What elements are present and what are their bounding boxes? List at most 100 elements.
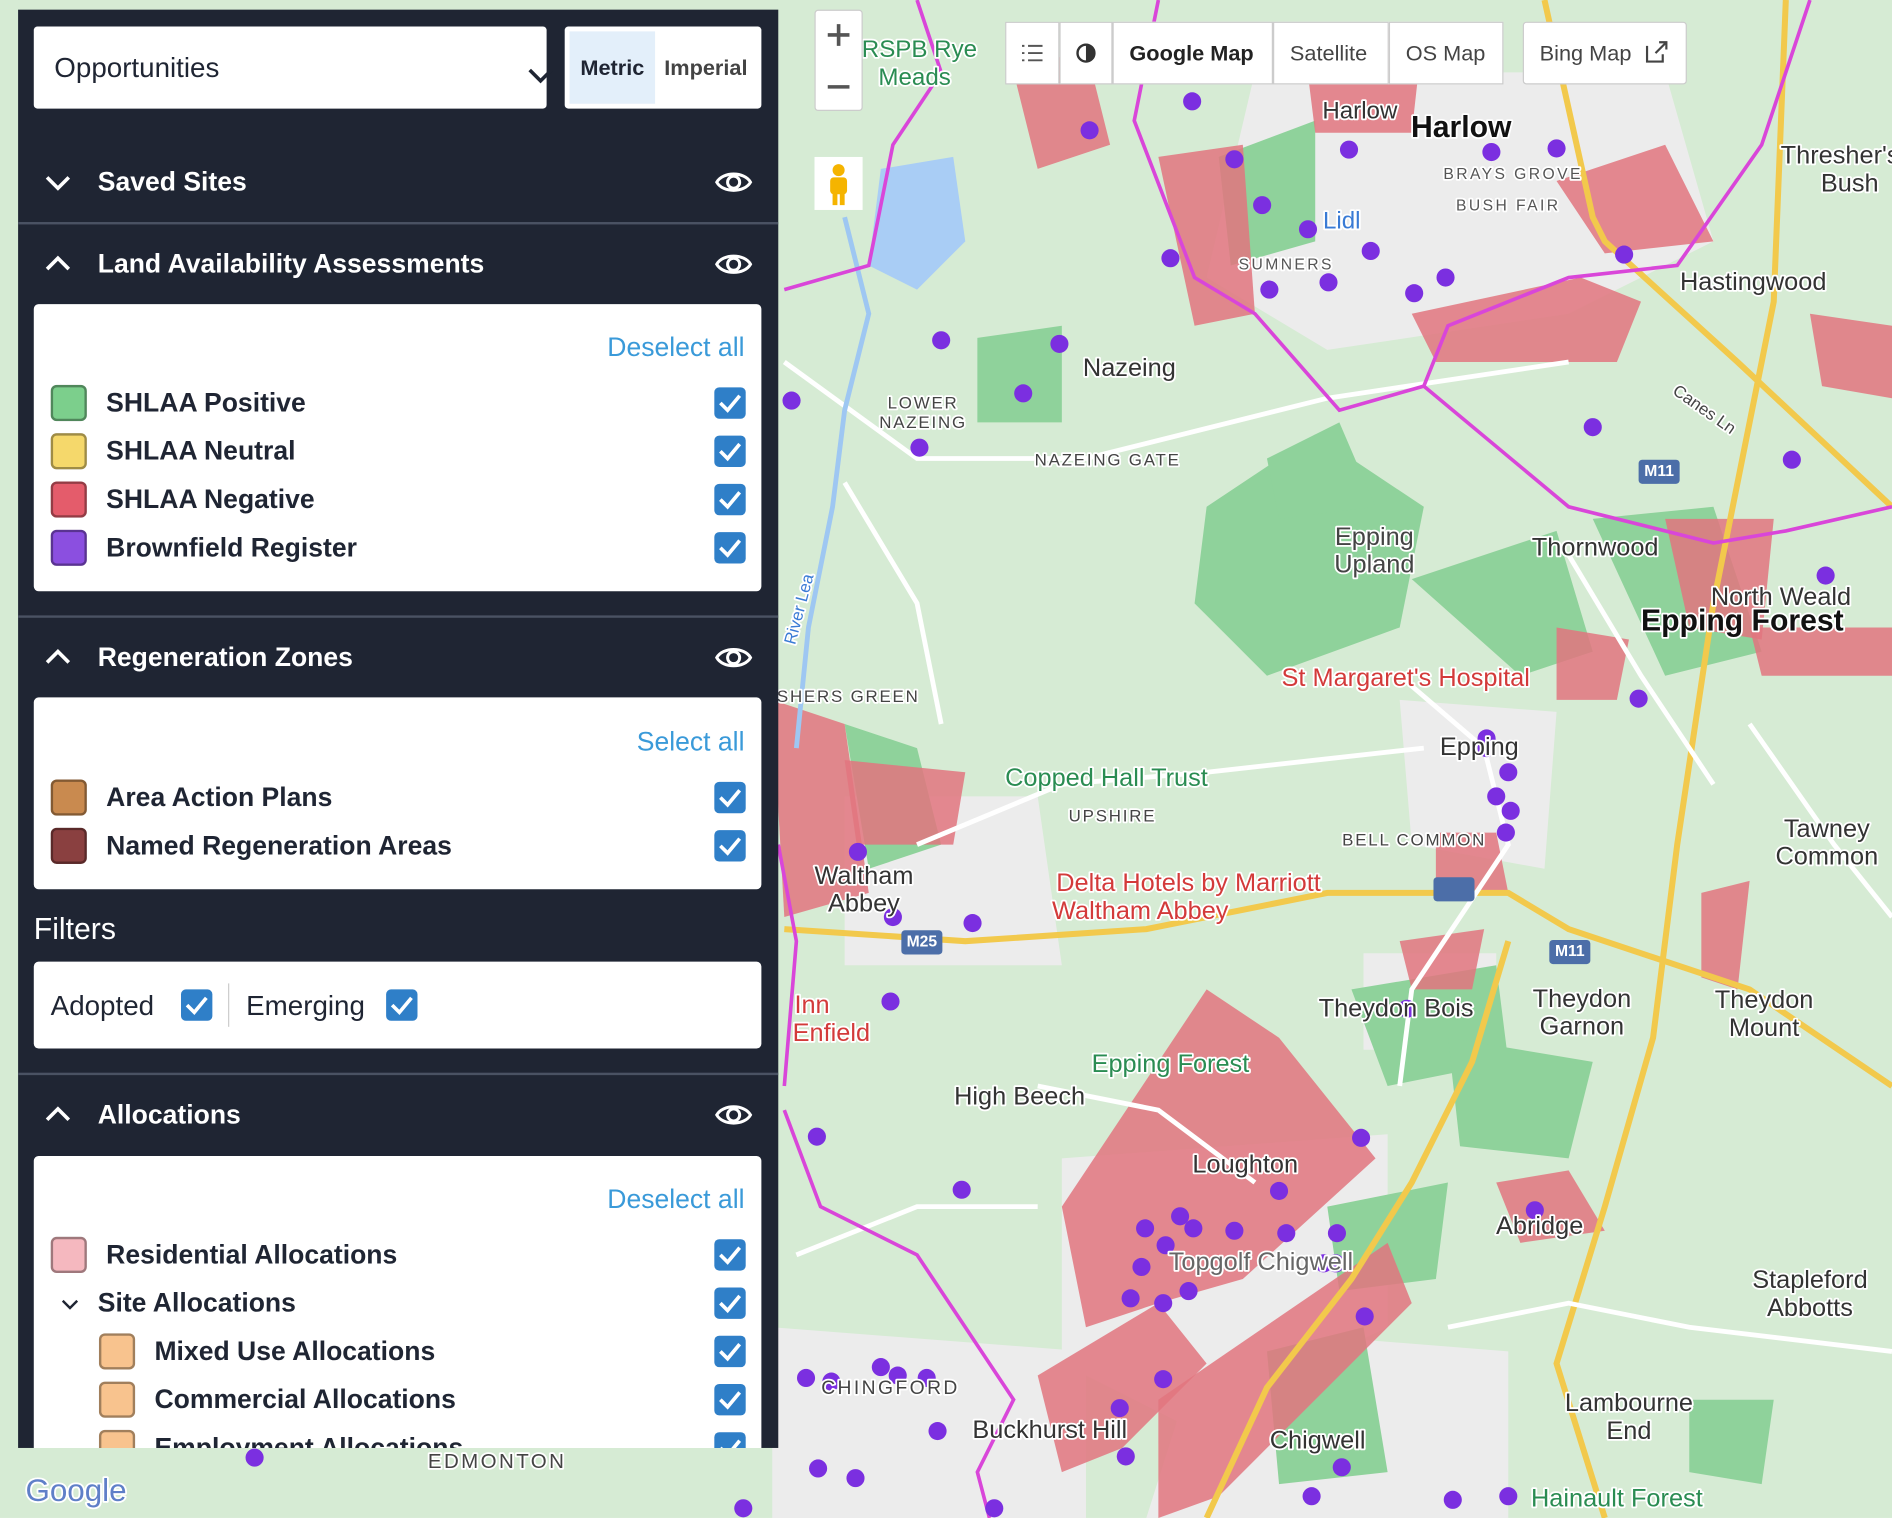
map-label: Abridge — [1496, 1212, 1583, 1240]
group-chevron[interactable] — [59, 1295, 81, 1314]
zoom-out[interactable] — [821, 66, 857, 107]
checkbox[interactable] — [714, 1239, 746, 1271]
unit-option[interactable]: Metric — [569, 31, 656, 104]
brownfield-site — [822, 1372, 841, 1391]
collapse-chevron[interactable] — [43, 643, 72, 672]
green-space — [1411, 530, 1593, 676]
collapse-chevron[interactable] — [43, 1100, 72, 1129]
brownfield-site — [782, 391, 801, 410]
list-button[interactable] — [1005, 21, 1060, 85]
brownfield-site — [1501, 801, 1520, 820]
check-mark — [719, 1294, 742, 1314]
map-type-button[interactable]: Bing Map — [1522, 21, 1687, 85]
road — [795, 1204, 1038, 1258]
layer-label: Mixed Use Allocations — [154, 1335, 436, 1366]
map-label: Thresher's — [1781, 142, 1892, 170]
map-label: Hainault Forest — [1531, 1485, 1703, 1513]
divider — [18, 615, 779, 618]
water — [868, 156, 966, 290]
brownfield-site — [1477, 729, 1496, 748]
checkbox[interactable] — [714, 1287, 746, 1319]
brownfield-site — [1260, 280, 1279, 299]
map-label: UPSHIRE — [1069, 806, 1157, 825]
map-label: Common — [1775, 843, 1878, 871]
checkbox[interactable] — [714, 532, 746, 564]
brownfield-site — [871, 1358, 890, 1377]
negative-site — [1556, 627, 1629, 700]
layer-label: Named Regeneration Areas — [106, 830, 452, 861]
checkbox[interactable] — [714, 1335, 746, 1368]
map-label: Stapleford — [1752, 1266, 1867, 1294]
legend-swatch — [50, 827, 87, 864]
map-type-button[interactable]: Satellite — [1272, 21, 1389, 85]
brownfield-site — [1319, 273, 1338, 292]
map-label: Topgolf Chigwell — [1169, 1248, 1353, 1276]
brownfield-site — [1050, 334, 1069, 353]
unit-option[interactable]: Imperial — [655, 31, 757, 104]
check-mark — [719, 539, 742, 558]
checkbox[interactable] — [714, 830, 746, 862]
brownfield-site — [1436, 268, 1455, 287]
checkbox[interactable] — [714, 1384, 746, 1416]
checkbox[interactable] — [714, 387, 746, 419]
external-link-icon — [1645, 41, 1668, 63]
checkbox[interactable] — [714, 435, 746, 467]
map-label: Thornwood — [1532, 534, 1659, 562]
brownfield-site — [809, 1459, 828, 1478]
map-label: Theydon — [1533, 985, 1632, 1013]
negative-site — [1411, 277, 1642, 362]
collapse-chevron[interactable] — [43, 250, 72, 279]
filter-divider — [228, 983, 230, 1027]
map-label: Delta Hotels by Marriott — [1056, 869, 1321, 897]
negative-site — [1809, 313, 1892, 399]
brownfield-site — [1277, 1224, 1296, 1243]
negative-site — [1158, 1242, 1412, 1518]
brownfield-site — [1816, 566, 1835, 585]
layer-label: SHLAA Neutral — [106, 435, 296, 466]
contrast-button[interactable] — [1059, 21, 1113, 85]
brownfield-site — [848, 842, 867, 861]
select-toggle[interactable]: Deselect all — [607, 1183, 745, 1214]
map-label: NAZEING GATE — [1035, 450, 1181, 469]
brownfield-site — [1225, 1221, 1244, 1240]
street-view[interactable] — [814, 156, 863, 210]
visibility-toggle[interactable] — [714, 165, 753, 199]
select-toggle[interactable]: Select all — [636, 726, 745, 757]
district-boundary — [776, 844, 799, 1087]
checkbox[interactable] — [386, 989, 418, 1021]
map-label: Lambourne — [1565, 1389, 1693, 1417]
road-shield — [901, 930, 943, 955]
checkbox[interactable] — [714, 781, 746, 814]
map-label: Harlow — [1322, 98, 1398, 125]
zoom-in[interactable] — [821, 14, 857, 55]
visibility-toggle[interactable] — [714, 1098, 753, 1132]
brownfield-site — [1405, 284, 1424, 303]
map-label: End — [1606, 1417, 1651, 1445]
map-type-button[interactable]: Google Map — [1112, 21, 1273, 85]
map-label: BELL COMMON — [1342, 830, 1486, 849]
checkbox[interactable] — [714, 483, 746, 516]
map-label: Epping Forest — [1641, 605, 1844, 638]
checkbox[interactable] — [180, 989, 213, 1021]
legend-swatch — [98, 1381, 136, 1418]
river — [793, 216, 872, 749]
map-type-button[interactable]: OS Map — [1388, 21, 1504, 85]
collapse-chevron[interactable] — [43, 168, 72, 197]
dropdown-chevron[interactable] — [525, 60, 556, 91]
district-boundary — [1422, 384, 1892, 545]
map-label: North Weald — [1711, 583, 1851, 611]
check-mark — [719, 1246, 742, 1265]
dropdown[interactable] — [33, 26, 547, 109]
brownfield-site — [734, 1499, 753, 1518]
brownfield-site — [1615, 245, 1634, 264]
layer-box — [33, 1155, 762, 1448]
visibility-toggle[interactable] — [714, 247, 753, 281]
brownfield-site — [963, 914, 982, 933]
brownfield-site — [1361, 241, 1380, 261]
divider — [18, 1072, 779, 1076]
negative-site — [1749, 627, 1892, 676]
map-label: Waltham Abbey — [1052, 897, 1229, 925]
checkbox[interactable] — [714, 1432, 746, 1448]
select-toggle[interactable]: Deselect all — [607, 331, 745, 362]
visibility-toggle[interactable] — [714, 641, 753, 675]
